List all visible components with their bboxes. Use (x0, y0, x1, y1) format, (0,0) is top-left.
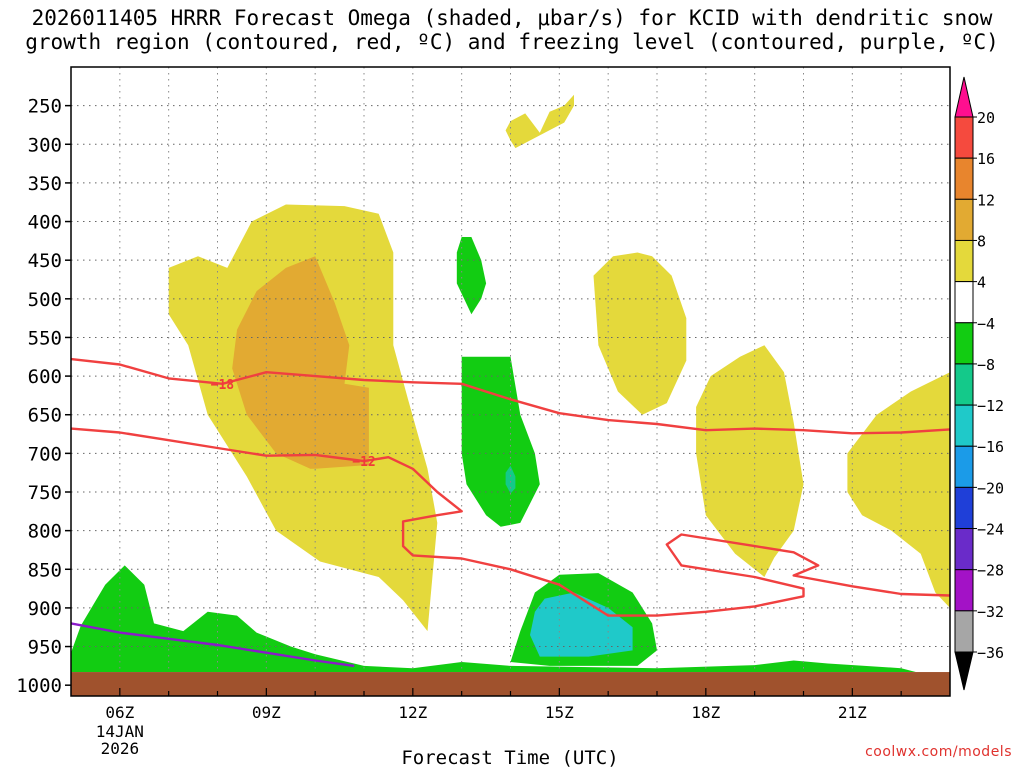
y-tick-label: 700 (28, 443, 62, 465)
chart-title: 2026011405 HRRR Forecast Omega (shaded, … (0, 6, 1024, 54)
colorbar-top-arrow (954, 76, 974, 118)
colorbar-label: 16 (977, 150, 995, 168)
omega-region-10 (71, 565, 916, 672)
omega-region-2 (505, 94, 574, 149)
colorbar-label: −20 (977, 479, 1004, 497)
colorbar-band-9 (954, 445, 974, 488)
colorbar-band-8 (954, 404, 974, 447)
y-tick-label: 650 (28, 405, 62, 427)
freezing-level-contour-line (71, 622, 355, 668)
omega-region-8 (461, 356, 540, 527)
colorbar-label: −28 (977, 562, 1004, 580)
x-tick-label: 12Z (398, 703, 427, 722)
y-tick-label: 750 (28, 482, 62, 504)
x-tick-label: 06Z (105, 703, 134, 722)
omega-shading (71, 94, 950, 672)
y-tick-label: 400 (28, 212, 62, 234)
contour-labels: −18 −12 (211, 378, 376, 470)
colorbar-band-12 (954, 569, 974, 612)
y-tick-label: 250 (28, 96, 62, 118)
y-tick-label: 500 (28, 289, 62, 311)
colorbar-label: −24 (977, 521, 1004, 539)
colorbar-label: 12 (977, 191, 995, 209)
colorbar-band-3 (954, 198, 974, 241)
colorbar-label: −4 (977, 315, 995, 333)
chart-title-line-1: 2026011405 HRRR Forecast Omega (shaded, … (31, 6, 993, 30)
dgz-contour-line (71, 427, 950, 617)
x-date-label: 14JAN (96, 722, 144, 741)
dgz-contour-label: −18 (211, 378, 235, 393)
colorbar-band-4 (954, 239, 974, 283)
x-tick-label: 18Z (691, 703, 720, 722)
colorbar-band-5 (954, 281, 974, 324)
y-tick-label: 600 (28, 366, 62, 388)
contour-lines (71, 357, 950, 668)
omega-region-4 (696, 345, 804, 577)
x-axis-title: Forecast Time (UTC) (401, 747, 618, 768)
x-date-label: 2026 (101, 739, 140, 758)
colorbar-band-1 (954, 116, 974, 159)
y-tick-label: 450 (28, 250, 62, 272)
omega-region-11 (505, 465, 516, 494)
y-tick-label: 1000 (16, 675, 62, 697)
surface-terrain (71, 672, 950, 696)
y-tick-label: 900 (28, 598, 62, 620)
omega-region-3 (593, 252, 687, 415)
dgz-contour-label: −12 (352, 455, 375, 470)
colorbar-bottom-arrow (954, 651, 974, 691)
x-tick-label: 15Z (545, 703, 574, 722)
y-tick-label: 950 (28, 637, 62, 659)
omega-region-7 (456, 237, 487, 315)
colorbar: 20 16 12 8 4 −4 −8 −12 −16 −20 −24 −28 −32 −36 (954, 76, 1004, 691)
colorbar-label: −8 (977, 356, 995, 374)
y-tick-label: 350 (28, 173, 62, 195)
colorbar-band-13 (954, 610, 974, 653)
colorbar-label: 8 (977, 232, 986, 250)
colorbar-band-7 (954, 363, 974, 406)
colorbar-label: −32 (977, 603, 1004, 621)
dgz-contour-line (71, 357, 950, 435)
y-tick-label: 800 (28, 521, 62, 543)
x-tick-label: 21Z (838, 703, 867, 722)
omega-region-12 (530, 592, 633, 657)
y-tick-label: 550 (28, 327, 62, 349)
colorbar-band-10 (954, 486, 974, 530)
colorbar-band-11 (954, 528, 974, 571)
colorbar-band-6 (954, 322, 974, 365)
colorbar-label: −16 (977, 438, 1004, 456)
colorbar-label: 4 (977, 274, 986, 292)
y-axis: 250 300 350 400 450 500 550 600 650 700 750 800 850 9… (16, 96, 71, 697)
colorbar-label: −36 (977, 644, 1004, 662)
colorbar-band-2 (954, 157, 974, 200)
y-tick-label: 850 (28, 559, 62, 581)
y-tick-label: 300 (28, 134, 62, 156)
chart-title-line-2: growth region (contoured, red, ºC) and f… (25, 30, 999, 54)
site-credit: coolwx.com/models (865, 744, 1012, 760)
colorbar-label: −12 (977, 397, 1004, 415)
x-tick-label: 09Z (252, 703, 281, 722)
colorbar-label: 20 (977, 109, 995, 127)
